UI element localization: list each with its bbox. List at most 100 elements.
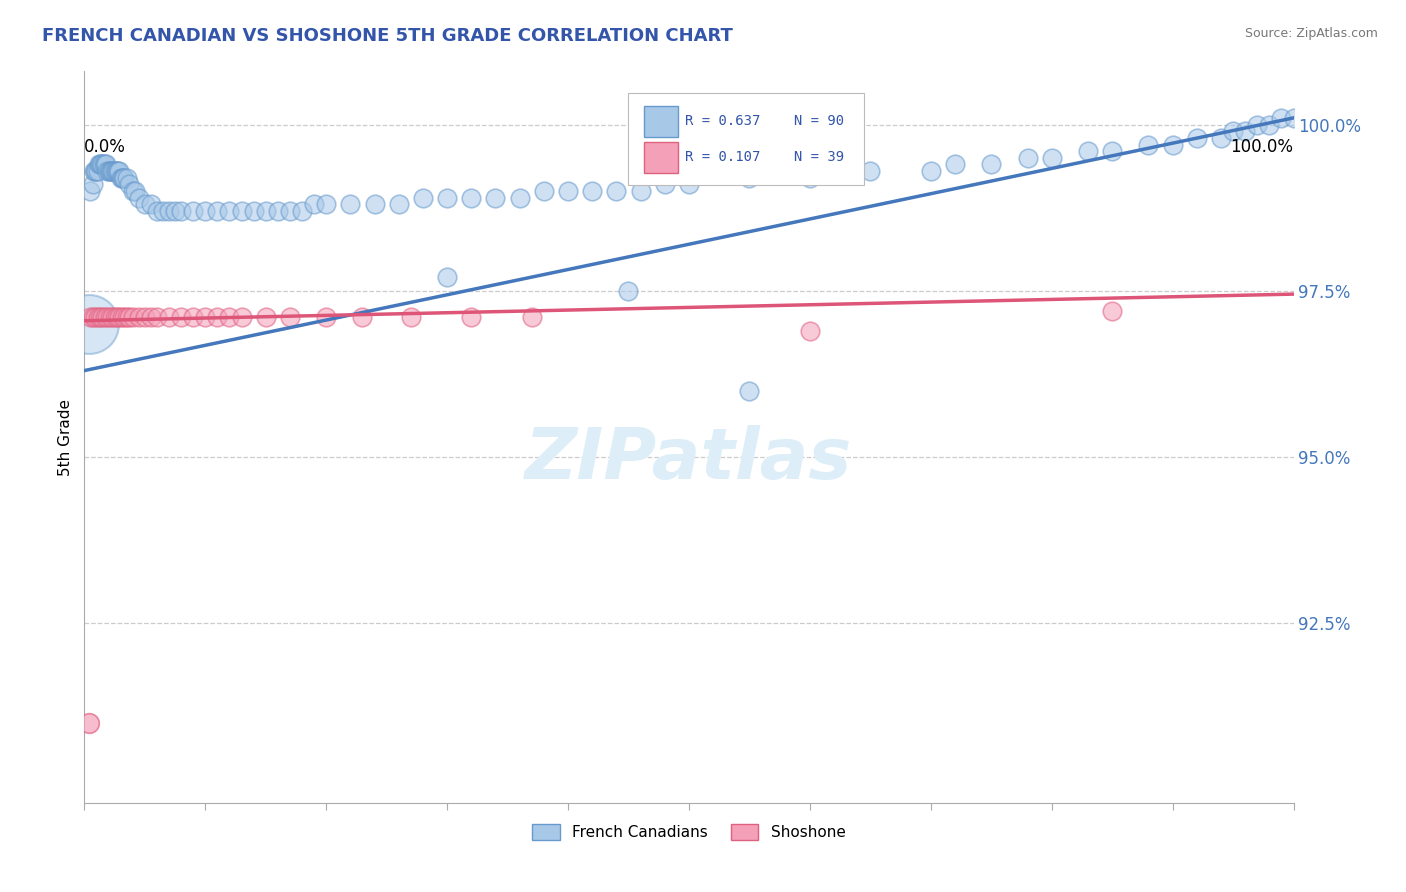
Point xyxy=(87,157,110,171)
Point xyxy=(363,197,385,211)
Point xyxy=(96,164,118,178)
Point xyxy=(104,164,127,178)
Point xyxy=(1209,131,1232,145)
Point xyxy=(110,170,132,185)
Point xyxy=(97,164,120,178)
Point xyxy=(1222,124,1244,138)
Point xyxy=(533,184,555,198)
Point xyxy=(118,310,141,325)
Text: 0.0%: 0.0% xyxy=(84,138,127,156)
Point xyxy=(86,164,108,178)
Point xyxy=(799,324,821,338)
Point xyxy=(152,204,174,219)
Point xyxy=(89,157,111,171)
Point xyxy=(86,164,108,178)
Point xyxy=(170,204,193,219)
Point xyxy=(111,310,134,325)
Point xyxy=(108,310,131,325)
Point xyxy=(194,310,217,325)
Point xyxy=(339,197,361,211)
Point xyxy=(98,164,121,178)
Point xyxy=(111,170,134,185)
Point xyxy=(101,164,124,178)
Point xyxy=(738,170,761,185)
Point xyxy=(139,310,162,325)
Point xyxy=(104,310,127,325)
Point xyxy=(112,170,135,185)
Point xyxy=(103,164,125,178)
Point xyxy=(165,204,187,219)
Point xyxy=(943,157,966,171)
Point xyxy=(315,310,337,325)
Point xyxy=(630,184,652,198)
Point xyxy=(96,310,118,325)
Point xyxy=(617,284,640,298)
Point xyxy=(118,178,141,192)
Point xyxy=(146,310,169,325)
Point xyxy=(218,310,240,325)
Point xyxy=(1161,137,1184,152)
Point xyxy=(94,157,117,171)
Point xyxy=(859,164,882,178)
Point xyxy=(1040,151,1063,165)
Text: R = 0.107    N = 39: R = 0.107 N = 39 xyxy=(685,150,845,164)
Point xyxy=(799,170,821,185)
Y-axis label: 5th Grade: 5th Grade xyxy=(58,399,73,475)
Point xyxy=(278,204,301,219)
Point xyxy=(920,164,942,178)
Text: 100.0%: 100.0% xyxy=(1230,138,1294,156)
Point xyxy=(484,191,506,205)
Point xyxy=(146,204,169,219)
Point xyxy=(86,310,108,325)
Point xyxy=(128,310,150,325)
Point xyxy=(231,310,253,325)
Point xyxy=(1270,111,1292,125)
Point xyxy=(581,184,603,198)
Point xyxy=(79,184,101,198)
Legend: French Canadians, Shoshone: French Canadians, Shoshone xyxy=(526,818,852,847)
Point xyxy=(520,310,543,325)
Point xyxy=(124,184,146,198)
Point xyxy=(352,310,374,325)
Point xyxy=(83,164,105,178)
Point xyxy=(128,191,150,205)
Point xyxy=(738,384,761,398)
Point xyxy=(1101,303,1123,318)
Point xyxy=(82,310,104,325)
Point xyxy=(94,157,117,171)
Point xyxy=(84,164,107,178)
FancyBboxPatch shape xyxy=(628,94,865,185)
Point xyxy=(291,204,314,219)
Point xyxy=(121,184,143,198)
Point xyxy=(1017,151,1039,165)
Point xyxy=(388,197,411,211)
Text: ZIPatlas: ZIPatlas xyxy=(526,425,852,493)
Point xyxy=(315,197,337,211)
Point xyxy=(90,157,112,171)
Point xyxy=(254,310,277,325)
Point xyxy=(678,178,700,192)
Point xyxy=(254,204,277,219)
Text: Source: ZipAtlas.com: Source: ZipAtlas.com xyxy=(1244,27,1378,40)
Point xyxy=(605,184,627,198)
Point xyxy=(1282,111,1305,125)
Point xyxy=(1185,131,1208,145)
Point xyxy=(980,157,1002,171)
Point xyxy=(181,204,204,219)
Point xyxy=(108,164,131,178)
Point xyxy=(139,197,162,211)
Point xyxy=(134,310,156,325)
Point xyxy=(302,197,325,211)
Point xyxy=(242,204,264,219)
Point xyxy=(399,310,422,325)
Text: FRENCH CANADIAN VS SHOSHONE 5TH GRADE CORRELATION CHART: FRENCH CANADIAN VS SHOSHONE 5TH GRADE CO… xyxy=(42,27,733,45)
Point xyxy=(115,170,138,185)
Point xyxy=(181,310,204,325)
Point xyxy=(121,310,143,325)
Point xyxy=(436,270,458,285)
Point xyxy=(100,164,122,178)
FancyBboxPatch shape xyxy=(644,142,678,173)
Point xyxy=(112,310,135,325)
Point xyxy=(77,716,100,731)
Point xyxy=(1246,118,1268,132)
